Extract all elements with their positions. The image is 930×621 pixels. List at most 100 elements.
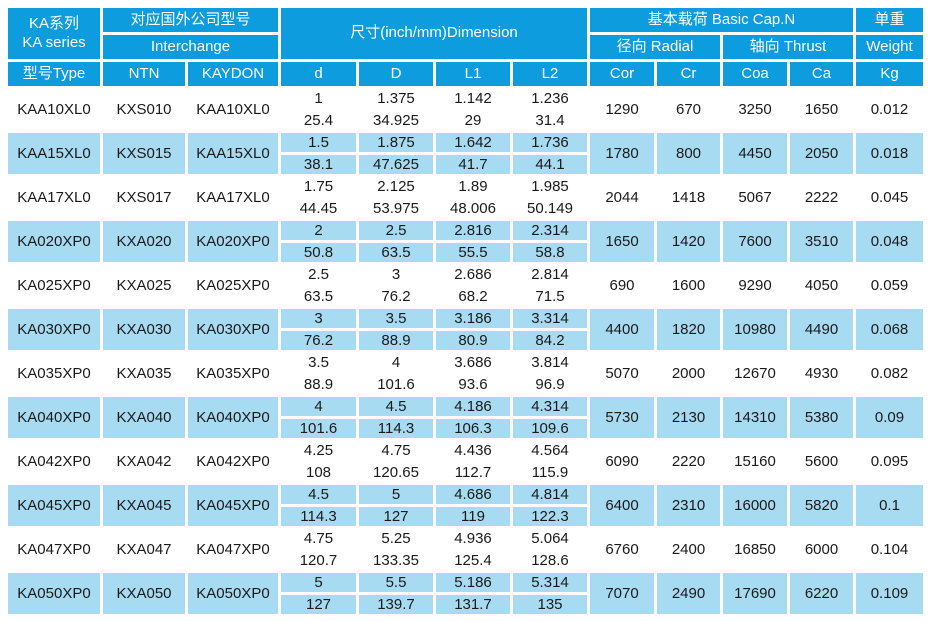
- d-mm-value: 127: [305, 596, 332, 613]
- cell-D: 5 127: [359, 485, 433, 526]
- cell-d: 2 50.8: [281, 221, 356, 262]
- cell-cr: 1420: [657, 221, 720, 262]
- cell-kaydon: KAA10XL0: [188, 89, 278, 130]
- header-col-cor: Cor: [590, 62, 654, 86]
- cell-cr: 1600: [657, 265, 720, 306]
- cell-cor: 5070: [590, 353, 654, 394]
- D-mm-value: 88.9: [381, 332, 411, 349]
- header-col-D: D: [359, 62, 433, 86]
- d-mm-value: 50.8: [303, 244, 334, 261]
- table-row: KA040XP0 KXA040 KA040XP0 4 101.6 4.5 114…: [8, 397, 923, 438]
- table-row: KA045XP0 KXA045 KA045XP0 4.5 114.3 5 127…: [8, 485, 923, 526]
- cell-l2: 5.314 135: [513, 573, 587, 614]
- D-mm-value: 47.625: [373, 156, 419, 173]
- D-mm-value: 127: [383, 508, 409, 525]
- d-mm-value: 44.45: [299, 200, 338, 217]
- cell-D: 5.25 133.35: [359, 529, 433, 570]
- cell-kaydon: KA035XP0: [188, 353, 278, 394]
- cell-d: 2.5 63.5: [281, 265, 356, 306]
- cell-ca: 6000: [790, 529, 853, 570]
- header-type: 型号Type: [8, 62, 100, 86]
- cell-type: KA042XP0: [8, 441, 100, 482]
- cell-type: KA050XP0: [8, 573, 100, 614]
- cell-d: 1.75 44.45: [281, 177, 356, 218]
- table-row: KA050XP0 KXA050 KA050XP0 5 127 5.5 139.7…: [8, 573, 923, 614]
- l2-inch-value: 2.814: [513, 265, 587, 287]
- header-col-l1: L1: [436, 62, 510, 86]
- l2-inch-value: 2.314: [513, 221, 587, 243]
- l2-mm-value: 109.6: [531, 420, 569, 437]
- cell-cr: 800: [657, 133, 720, 174]
- cell-cr: 2490: [657, 573, 720, 614]
- cell-kg: 0.104: [856, 529, 923, 570]
- cell-cr: 2400: [657, 529, 720, 570]
- table-row: KA030XP0 KXA030 KA030XP0 3 76.2 3.5 88.9…: [8, 309, 923, 350]
- l2-mm-value: 50.149: [527, 200, 573, 217]
- l1-inch-value: 3.686: [436, 353, 510, 375]
- d-mm-value: 88.9: [303, 376, 334, 393]
- cell-d: 3 76.2: [281, 309, 356, 350]
- header-col-cr: Cr: [657, 62, 720, 86]
- l2-mm-value: 128.6: [531, 552, 569, 569]
- cell-l2: 4.814 122.3: [513, 485, 587, 526]
- header-col-d: d: [281, 62, 356, 86]
- header-col-l2: L2: [513, 62, 587, 86]
- D-inch-value: 3.5: [359, 309, 433, 331]
- cell-cor: 1290: [590, 89, 654, 130]
- cell-ca: 5820: [790, 485, 853, 526]
- l2-inch-value: 4.814: [513, 485, 587, 507]
- cell-ntn: KXA030: [103, 309, 185, 350]
- d-mm-value: 25.4: [303, 112, 334, 129]
- cell-kaydon: KA025XP0: [188, 265, 278, 306]
- header-thrust: 轴向 Thrust: [723, 35, 853, 59]
- D-inch-value: 2.125: [359, 177, 433, 199]
- cell-l2: 4.564 115.9: [513, 441, 587, 482]
- cell-cor: 4400: [590, 309, 654, 350]
- l1-mm-value: 131.7: [454, 596, 492, 613]
- d-mm-value: 108: [305, 464, 332, 481]
- cell-d: 4.75 120.7: [281, 529, 356, 570]
- table-row: KA035XP0 KXA035 KA035XP0 3.5 88.9 4 101.…: [8, 353, 923, 394]
- l2-mm-value: 44.1: [535, 156, 565, 173]
- cell-cor: 6400: [590, 485, 654, 526]
- header-col-kg: Kg: [856, 62, 923, 86]
- l2-mm-value: 84.2: [535, 332, 565, 349]
- table-row: KAA17XL0 KXS017 KAA17XL0 1.75 44.45 2.12…: [8, 177, 923, 218]
- d-inch-value: 4.25: [281, 441, 356, 463]
- l1-mm-value: 41.7: [458, 156, 488, 173]
- cell-ca: 6220: [790, 573, 853, 614]
- cell-cr: 2310: [657, 485, 720, 526]
- l1-mm-value: 93.6: [458, 376, 488, 393]
- cell-coa: 16850: [723, 529, 787, 570]
- D-inch-value: 4: [359, 353, 433, 375]
- D-inch-value: 4.5: [359, 397, 433, 419]
- header-weight-zh: 单重: [856, 8, 923, 32]
- cell-kg: 0.082: [856, 353, 923, 394]
- cell-ntn: KXA020: [103, 221, 185, 262]
- cell-cor: 5730: [590, 397, 654, 438]
- table-header: KA系列 KA series 对应国外公司型号 尺寸(inch/mm)Dimen…: [8, 8, 923, 86]
- cell-l2: 5.064 128.6: [513, 529, 587, 570]
- cell-kg: 0.068: [856, 309, 923, 350]
- header-kaydon: KAYDON: [188, 62, 278, 86]
- cell-kaydon: KA042XP0: [188, 441, 278, 482]
- cell-l1: 3.186 80.9: [436, 309, 510, 350]
- l1-inch-value: 4.186: [436, 397, 510, 419]
- cell-ca: 1650: [790, 89, 853, 130]
- D-inch-value: 5: [359, 485, 433, 507]
- cell-l2: 2.314 58.8: [513, 221, 587, 262]
- l1-inch-value: 4.436: [436, 441, 510, 463]
- cell-ntn: KXA050: [103, 573, 185, 614]
- cell-kg: 0.1: [856, 485, 923, 526]
- d-inch-value: 2.5: [281, 265, 356, 287]
- l1-mm-value: 106.3: [454, 420, 492, 437]
- l2-mm-value: 96.9: [535, 376, 565, 393]
- cell-d: 4.5 114.3: [281, 485, 356, 526]
- header-ka-series-en: KA series: [22, 33, 86, 51]
- d-inch-value: 1: [281, 89, 356, 111]
- cell-ca: 4930: [790, 353, 853, 394]
- d-mm-value: 114.3: [300, 508, 337, 525]
- cell-kg: 0.095: [856, 441, 923, 482]
- l1-mm-value: 112.7: [454, 464, 492, 481]
- d-mm-value: 101.6: [299, 420, 338, 437]
